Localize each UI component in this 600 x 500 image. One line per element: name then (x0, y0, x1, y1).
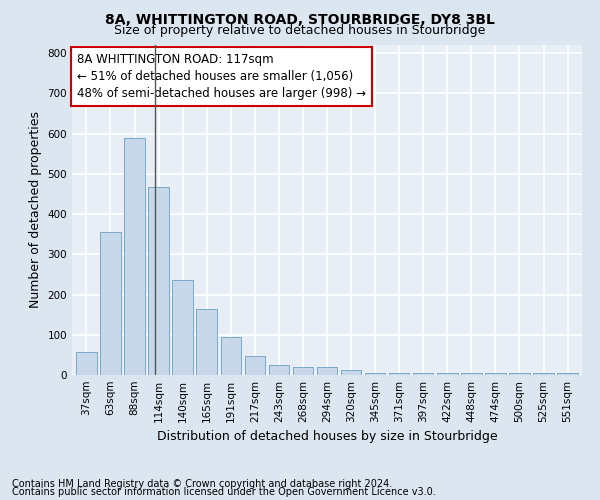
Bar (461, 373, 482, 375)
Bar (509, 373, 530, 375)
X-axis label: Distribution of detached houses by size in Stourbridge: Distribution of detached houses by size … (157, 430, 497, 444)
Bar (413, 373, 433, 375)
Bar (245, 356, 265, 375)
Bar (485, 373, 506, 375)
Bar (76, 352, 97, 375)
Bar (389, 373, 409, 375)
Text: Contains HM Land Registry data © Crown copyright and database right 2024.: Contains HM Land Registry data © Crown c… (12, 479, 392, 489)
Bar (196, 308, 217, 375)
Bar (317, 367, 337, 375)
Bar (437, 373, 458, 375)
Bar (365, 373, 385, 375)
Bar (124, 138, 145, 375)
Bar (293, 367, 313, 375)
Bar (533, 373, 554, 375)
Text: Size of property relative to detached houses in Stourbridge: Size of property relative to detached ho… (115, 24, 485, 37)
Bar (269, 366, 289, 375)
Bar (557, 373, 578, 375)
Bar (221, 337, 241, 375)
Bar (100, 232, 121, 375)
Y-axis label: Number of detached properties: Number of detached properties (29, 112, 42, 308)
Text: 8A, WHITTINGTON ROAD, STOURBRIDGE, DY8 3BL: 8A, WHITTINGTON ROAD, STOURBRIDGE, DY8 3… (105, 12, 495, 26)
Text: 8A WHITTINGTON ROAD: 117sqm
← 51% of detached houses are smaller (1,056)
48% of : 8A WHITTINGTON ROAD: 117sqm ← 51% of det… (77, 53, 366, 100)
Text: Contains public sector information licensed under the Open Government Licence v3: Contains public sector information licen… (12, 487, 436, 497)
Bar (148, 186, 169, 375)
Bar (341, 370, 361, 375)
Bar (172, 280, 193, 375)
